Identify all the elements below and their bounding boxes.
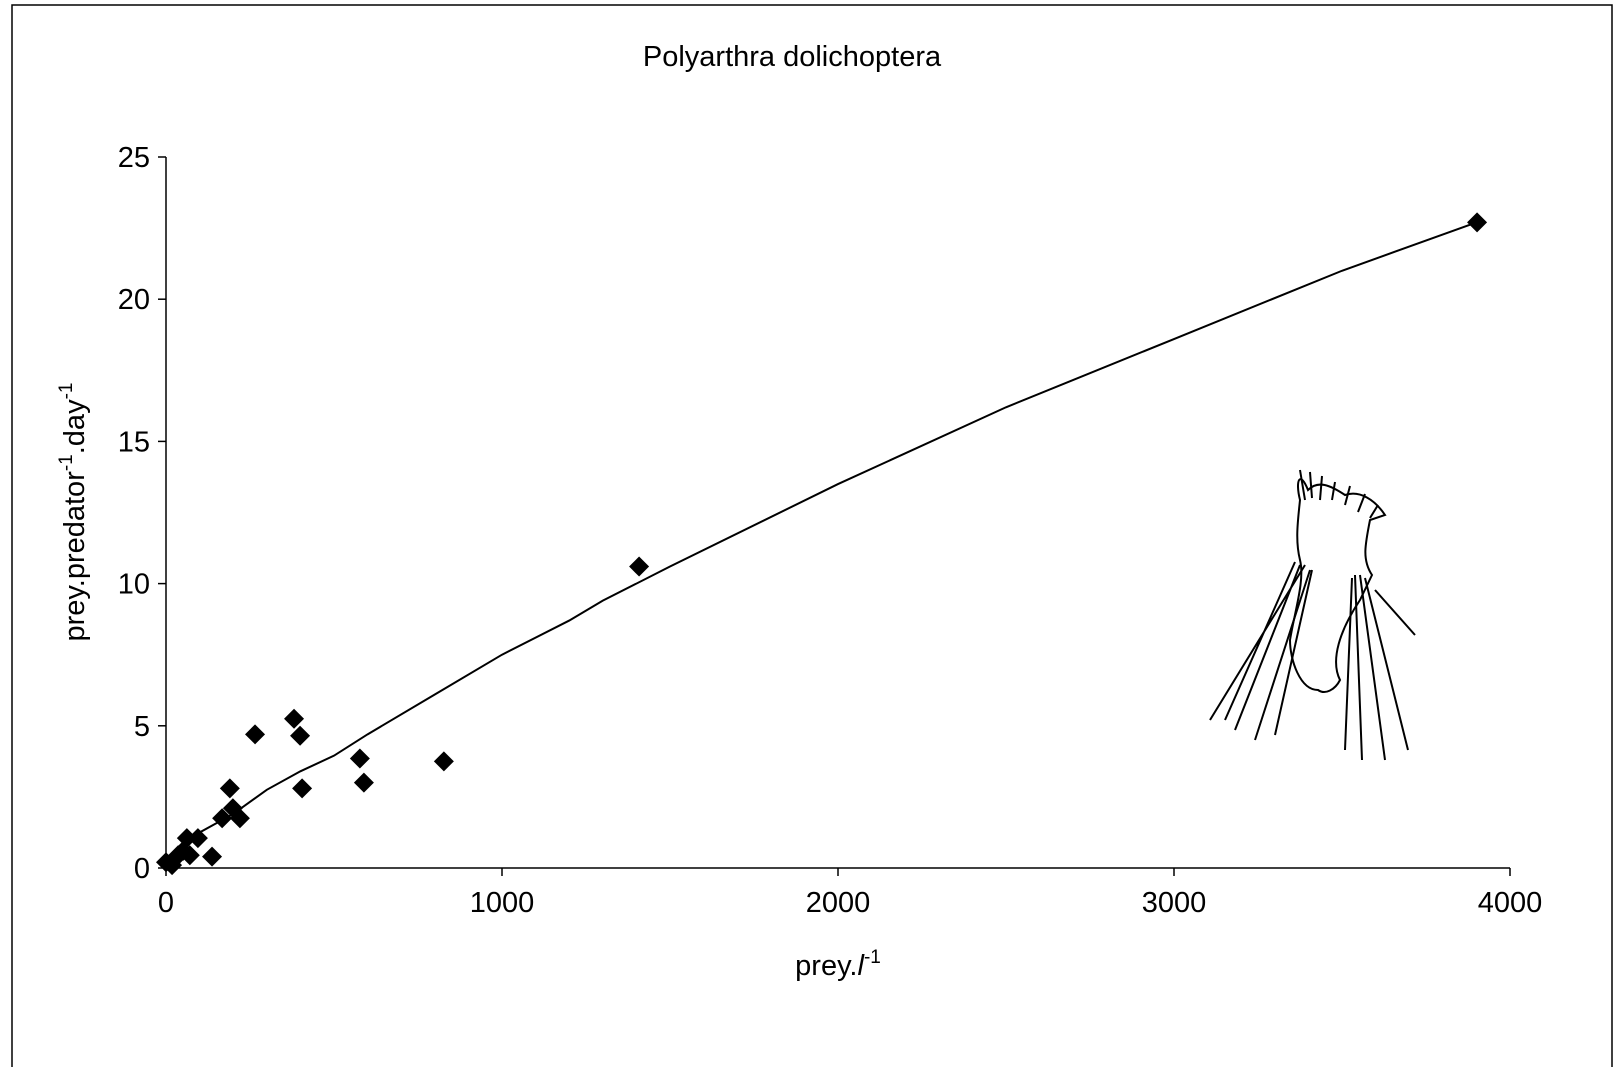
y-tick-label: 25 — [118, 142, 150, 174]
x-axis-title-part: prey. — [795, 950, 857, 982]
data-point — [219, 778, 240, 799]
data-point — [202, 846, 223, 867]
y-axis-title-part: -1 — [56, 454, 77, 471]
data-point — [433, 751, 454, 772]
x-tick-label: 4000 — [1478, 887, 1543, 919]
y-tick-label: 15 — [118, 426, 150, 458]
data-point — [353, 772, 374, 793]
data-point — [179, 845, 200, 866]
data-point — [284, 708, 305, 729]
y-tick-label: 10 — [118, 569, 150, 601]
chart-title: Polyarthra dolichoptera — [643, 41, 942, 73]
data-point — [292, 778, 313, 799]
x-tick-label: 2000 — [806, 887, 871, 919]
y-axis-title-part: prey.predator — [59, 471, 91, 642]
x-tick-label: 3000 — [1142, 887, 1207, 919]
chart-border — [11, 4, 1613, 1067]
x-tick-label: 0 — [158, 887, 174, 919]
rotifer-illustration — [1209, 469, 1416, 761]
x-axis-title-part: -1 — [864, 947, 881, 968]
y-tick-label: 0 — [134, 853, 150, 885]
data-point — [187, 828, 208, 849]
data-point — [176, 828, 197, 849]
data-point — [629, 556, 650, 577]
y-axis-title-part: .day — [59, 399, 91, 454]
data-point — [349, 748, 370, 769]
y-tick-label: 5 — [134, 711, 150, 743]
y-axis-title-part: -1 — [56, 383, 77, 400]
y-tick-label: 20 — [118, 284, 150, 316]
x-axis-title-part: l — [857, 950, 865, 982]
x-tick-label: 1000 — [470, 887, 535, 919]
y-axis-title: prey.predator-1.day-1 — [56, 383, 91, 642]
data-point — [245, 724, 266, 745]
fit-line — [165, 221, 1477, 869]
data-point — [290, 725, 311, 746]
data-point — [1467, 212, 1488, 233]
x-axis-title: prey.l-1 — [795, 947, 881, 982]
